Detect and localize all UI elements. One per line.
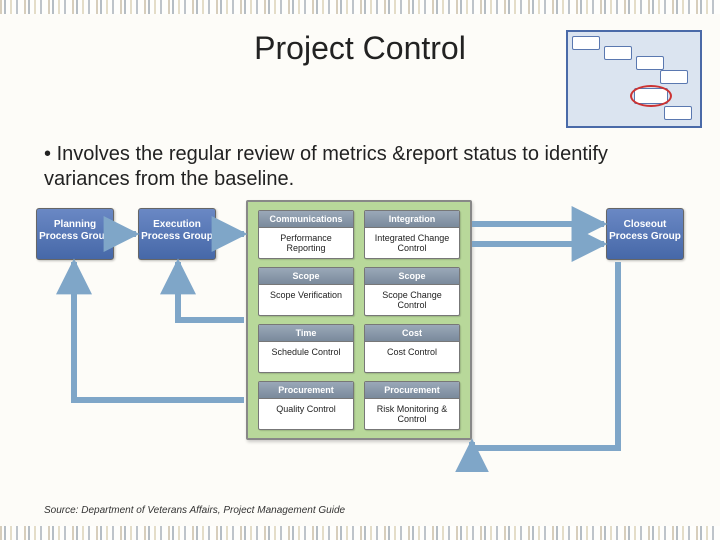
- cell-header: Cost: [365, 325, 459, 342]
- cell-body: Integrated Change Control: [365, 228, 459, 258]
- cell-body: Schedule Control: [259, 342, 353, 372]
- decor-strip-top: [0, 0, 720, 14]
- bullet-text: Involves the regular review of metrics &…: [44, 142, 634, 192]
- cell-header: Scope: [365, 268, 459, 285]
- highlight-circle-icon: [630, 85, 672, 107]
- cell-risk: Procurement Risk Monitoring & Control: [364, 381, 460, 430]
- process-diagram: Planning Process Group Execution Process…: [28, 200, 692, 472]
- control-processes-panel: Communications Performance Reporting Int…: [246, 200, 472, 440]
- execution-group-box: Execution Process Group: [138, 208, 216, 260]
- cell-body: Scope Change Control: [365, 285, 459, 315]
- cell-scope-verification: Scope Scope Verification: [258, 267, 354, 316]
- stage-thumbnail: [566, 30, 702, 128]
- cell-scope-change: Scope Scope Change Control: [364, 267, 460, 316]
- closeout-group-box: Closeout Process Group: [606, 208, 684, 260]
- cell-header: Time: [259, 325, 353, 342]
- cell-cost: Cost Cost Control: [364, 324, 460, 373]
- cell-time: Time Schedule Control: [258, 324, 354, 373]
- decor-strip-bottom: [0, 526, 720, 540]
- cell-communications: Communications Performance Reporting: [258, 210, 354, 259]
- cell-header: Scope: [259, 268, 353, 285]
- cell-quality: Procurement Quality Control: [258, 381, 354, 430]
- cell-integration: Integration Integrated Change Control: [364, 210, 460, 259]
- cell-header: Procurement: [365, 382, 459, 399]
- cell-header: Procurement: [259, 382, 353, 399]
- cell-body: Performance Reporting: [259, 228, 353, 258]
- planning-group-box: Planning Process Group: [36, 208, 114, 260]
- cell-body: Quality Control: [259, 399, 353, 429]
- cell-body: Risk Monitoring & Control: [365, 399, 459, 429]
- cell-body: Scope Verification: [259, 285, 353, 315]
- cell-header: Integration: [365, 211, 459, 228]
- cell-body: Cost Control: [365, 342, 459, 372]
- cell-header: Communications: [259, 211, 353, 228]
- source-citation: Source: Department of Veterans Affairs, …: [44, 505, 345, 516]
